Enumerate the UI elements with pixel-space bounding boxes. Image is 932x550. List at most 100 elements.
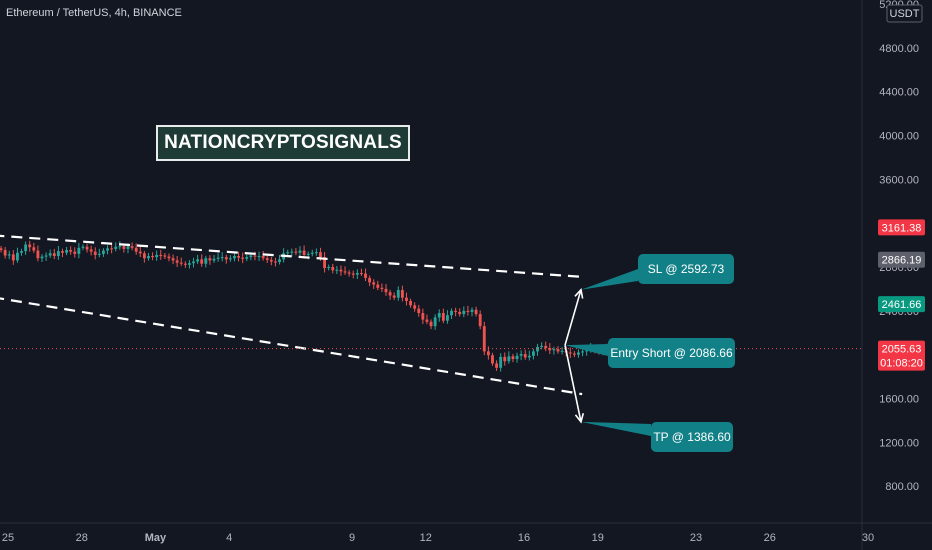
candle-body bbox=[405, 297, 408, 301]
candle-body bbox=[417, 308, 421, 314]
candle-body bbox=[441, 313, 445, 321]
candle-body bbox=[531, 351, 535, 356]
candle-body bbox=[142, 253, 146, 259]
candle-body bbox=[20, 251, 23, 253]
candle-body bbox=[69, 250, 73, 252]
callout-box[interactable] bbox=[638, 254, 734, 284]
candle-body bbox=[294, 251, 298, 253]
candle-body bbox=[73, 251, 77, 254]
price-marker bbox=[878, 219, 925, 236]
time-tick-label: 30 bbox=[862, 532, 874, 544]
candle-body bbox=[290, 251, 294, 253]
callout-tail bbox=[565, 344, 608, 356]
candle-body bbox=[433, 317, 437, 327]
time-tick-label: 19 bbox=[592, 532, 604, 544]
candle-body bbox=[196, 259, 200, 262]
callout-box[interactable] bbox=[651, 422, 733, 452]
candle-body bbox=[61, 251, 64, 253]
trendline[interactable] bbox=[0, 294, 583, 396]
candle-body bbox=[208, 258, 212, 261]
currency-badge-bg[interactable] bbox=[886, 4, 923, 23]
candle-body bbox=[204, 258, 208, 264]
candle-body bbox=[544, 345, 548, 349]
candle-body bbox=[474, 309, 478, 315]
candle-body bbox=[200, 259, 204, 264]
candle-body bbox=[97, 253, 101, 255]
chart-header-title: Ethereum / TetherUS, 4h, BINANCE bbox=[6, 7, 182, 19]
candle-body bbox=[138, 251, 142, 254]
candle-body bbox=[220, 257, 224, 259]
candle-body bbox=[413, 305, 417, 309]
candle-body bbox=[511, 356, 515, 360]
candle-body bbox=[302, 250, 306, 255]
countdown-label: 01:08:20 bbox=[880, 358, 923, 370]
candle-body bbox=[351, 273, 355, 275]
candle-body bbox=[306, 253, 310, 255]
price-tick-label: 1600.00 bbox=[879, 394, 919, 406]
callout-label: SL @ 2592.73 bbox=[648, 262, 725, 276]
candle-body bbox=[347, 272, 351, 274]
candle-body bbox=[577, 352, 580, 355]
candle-body bbox=[523, 354, 527, 358]
candle-body bbox=[233, 256, 236, 259]
candle-body bbox=[421, 313, 425, 320]
callout-label: Entry Short @ 2086.66 bbox=[610, 346, 733, 360]
candle-body bbox=[380, 287, 384, 289]
time-axis[interactable]: 25 28 May 4 9 12 16 19 23 26 30 bbox=[2, 532, 874, 544]
candle-body bbox=[339, 269, 343, 272]
candle-body bbox=[478, 314, 482, 327]
tp-arrow-head bbox=[574, 413, 585, 424]
candle-body bbox=[36, 250, 40, 259]
candles-layer bbox=[0, 240, 654, 372]
price-marker-label: 2055.63 bbox=[882, 344, 922, 356]
candle-body bbox=[437, 313, 441, 318]
candle-body bbox=[310, 252, 314, 254]
callout-label: TP @ 1386.60 bbox=[653, 430, 731, 444]
candle-body bbox=[77, 247, 81, 254]
tp-arrow[interactable] bbox=[564, 345, 582, 423]
price-marker-label: 2866.19 bbox=[882, 255, 922, 267]
candle-body bbox=[482, 326, 486, 352]
candle-body bbox=[187, 263, 191, 265]
price-tick-label: 4800.00 bbox=[879, 43, 919, 55]
currency-badge[interactable]: USDT bbox=[890, 8, 920, 20]
candle-body bbox=[118, 246, 122, 248]
candle-body bbox=[376, 284, 380, 288]
price-tick-label: 1200.00 bbox=[879, 437, 919, 449]
price-tick-label: 3600.00 bbox=[879, 174, 919, 186]
candle-body bbox=[114, 246, 118, 249]
candle-body bbox=[155, 254, 159, 258]
time-tick-label: 25 bbox=[2, 532, 14, 544]
candle-body bbox=[458, 311, 462, 315]
price-tick-label: 4400.00 bbox=[879, 87, 919, 99]
candle-body bbox=[491, 355, 494, 364]
candle-body bbox=[269, 259, 273, 262]
candle-body bbox=[126, 246, 130, 249]
candle-body bbox=[192, 261, 195, 264]
candle-body bbox=[216, 257, 220, 259]
candle-body bbox=[175, 260, 179, 263]
candle-body bbox=[0, 248, 3, 251]
candle-body bbox=[540, 345, 544, 347]
trendline[interactable] bbox=[0, 234, 583, 278]
candle-body bbox=[429, 321, 433, 327]
sl-arrow[interactable] bbox=[564, 289, 582, 346]
price-marker bbox=[878, 340, 925, 371]
candle-body bbox=[273, 261, 277, 263]
arrows-layer bbox=[564, 287, 585, 424]
candle-body bbox=[560, 350, 564, 352]
price-marker bbox=[878, 296, 925, 313]
price-axis[interactable]: 5200.004800.004400.004000.003600.003200.… bbox=[879, 0, 919, 493]
candle-body bbox=[3, 250, 7, 256]
candle-body bbox=[93, 251, 97, 255]
candle-body bbox=[499, 356, 503, 368]
candle-body bbox=[257, 256, 261, 258]
candle-body bbox=[265, 258, 269, 260]
callout-tail bbox=[581, 269, 638, 290]
candle-body bbox=[572, 353, 576, 355]
candle-body bbox=[364, 273, 367, 278]
callout-box[interactable] bbox=[608, 338, 735, 368]
candle-body bbox=[52, 253, 56, 257]
candle-body bbox=[130, 246, 134, 248]
